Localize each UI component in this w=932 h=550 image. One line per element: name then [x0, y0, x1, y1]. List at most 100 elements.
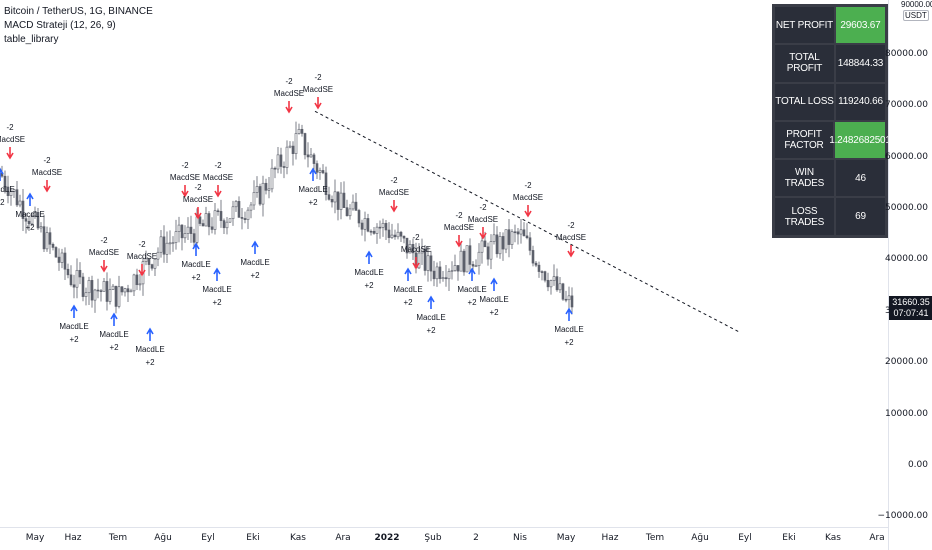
candle-body: [309, 154, 313, 158]
candle-body: [504, 229, 508, 250]
symbol-title[interactable]: Bitcoin / TetherUS, 1G, BINANCE: [4, 6, 153, 17]
candle-body: [105, 281, 109, 302]
candle-body: [279, 154, 283, 167]
candle-body: [402, 235, 406, 239]
candle-body: [42, 226, 46, 250]
short-arrow-icon: [43, 180, 51, 193]
short-arrow-icon: [314, 97, 322, 110]
candle-body: [261, 182, 265, 205]
short-signal-label: MacdSE: [32, 168, 62, 177]
candle-body: [369, 230, 373, 233]
candle-body: [441, 277, 445, 279]
indicator-title[interactable]: MACD Strateji (12, 26, 9): [4, 20, 116, 31]
stats-label: PROFIT FACTOR: [775, 121, 833, 159]
candle-body: [192, 233, 196, 243]
price-scale-top-label: 90000.00): [901, 0, 932, 9]
candle-body: [474, 265, 478, 268]
candle-body: [492, 234, 496, 242]
candle-body: [48, 232, 52, 245]
last-price-value: 31660.35: [892, 297, 930, 307]
short-arrow-icon: [6, 147, 14, 160]
stats-value: 148844.33: [835, 45, 885, 82]
candle-body: [450, 270, 454, 272]
short-signal-qty: -2: [214, 161, 222, 170]
candle-body: [198, 216, 202, 224]
stats-value: 69: [835, 198, 885, 235]
candle-body: [318, 170, 322, 173]
candle-body: [525, 235, 529, 239]
long-signal-qty: +2: [426, 326, 436, 335]
library-title[interactable]: table_library: [4, 34, 59, 45]
price-scale[interactable]: 90000.00) USDT 80000.00 70000.00 60000.00 5…: [878, 0, 932, 550]
time-scale[interactable]: May Haz Tem Ağu Eyl Eki Kas Ara 2022 Şub 2 Nis May Ha…: [0, 527, 888, 550]
long-arrow-icon: [427, 295, 435, 309]
long-arrow-icon: [565, 307, 573, 321]
candle-body: [156, 251, 160, 260]
candle-body: [537, 264, 541, 272]
candle-body: [72, 284, 76, 288]
candle-body: [159, 236, 163, 253]
candle-body: [519, 229, 523, 235]
candle-body: [285, 146, 289, 168]
candle-body: [273, 167, 277, 170]
candle-body: [117, 286, 121, 307]
candle-body: [447, 271, 451, 280]
candle-body: [96, 289, 100, 292]
price-chart[interactable]: -2MacdSE-2MacdSE-2MacdSE-2MacdSE-2MacdSE…: [0, 0, 888, 527]
candle-body: [351, 201, 355, 210]
short-signal-label: MacdSE: [127, 252, 157, 261]
candle-body: [69, 274, 73, 286]
candle-body: [444, 277, 448, 280]
candle-body: [177, 224, 181, 232]
strategy-stats-table: NET PROFIT 29603.67 TOTAL PROFIT 148844.33 T…: [772, 4, 891, 238]
bar-countdown: 07:07:41: [893, 308, 929, 318]
stats-row: NET PROFIT 29603.67: [774, 6, 886, 44]
candle-body: [564, 298, 568, 301]
candle-body: [480, 240, 484, 253]
long-signal-qty: +2: [467, 298, 477, 307]
candle-body: [342, 192, 346, 208]
currency-unit: USDT: [903, 10, 929, 21]
long-arrow-icon: [146, 327, 154, 341]
candle-body: [330, 199, 334, 203]
price-tick: 20000.00: [885, 357, 928, 368]
candle-body: [267, 188, 271, 191]
candle-body: [552, 276, 556, 281]
candle-body: [498, 236, 502, 255]
candle-body: [465, 245, 469, 273]
time-tick: May: [556, 533, 576, 543]
candle-body: [429, 255, 433, 272]
candle-body: [306, 154, 310, 158]
candle-body: [312, 154, 316, 164]
candle-body: [516, 231, 520, 235]
candle-body: [423, 248, 427, 271]
candle-body: [87, 280, 91, 294]
short-arrow-icon: [412, 257, 420, 270]
candle-body: [396, 231, 400, 238]
price-tick: −10000.00: [877, 511, 928, 522]
stats-label: TOTAL PROFIT: [775, 45, 834, 82]
candle-body: [507, 229, 511, 245]
candle-body: [165, 242, 169, 255]
candle-body: [561, 283, 565, 300]
time-tick: Haz: [601, 533, 619, 543]
long-signal-label: MacdLE: [202, 285, 231, 294]
chart-plot-area[interactable]: -2MacdSE-2MacdSE-2MacdSE-2MacdSE-2MacdSE…: [0, 0, 891, 527]
candle-body: [417, 252, 421, 269]
candle-body: [54, 247, 58, 258]
candle-body: [399, 231, 403, 237]
candle-body: [252, 192, 256, 206]
candle-body: [546, 279, 550, 288]
candle-body: [222, 220, 226, 229]
candle-body: [207, 213, 211, 228]
short-signal-label: MacdSE: [513, 193, 543, 202]
short-signal-qty: -2: [412, 233, 420, 242]
candle-body: [24, 218, 28, 222]
long-signal-qty: +2: [489, 308, 499, 317]
candle-body: [543, 271, 547, 281]
short-signal-label: MacdSE: [379, 188, 409, 197]
stats-row: TOTAL PROFIT 148844.33: [774, 44, 886, 82]
long-arrow-icon: [70, 304, 78, 318]
short-arrow-icon: [138, 264, 146, 277]
candle-body: [477, 251, 481, 267]
